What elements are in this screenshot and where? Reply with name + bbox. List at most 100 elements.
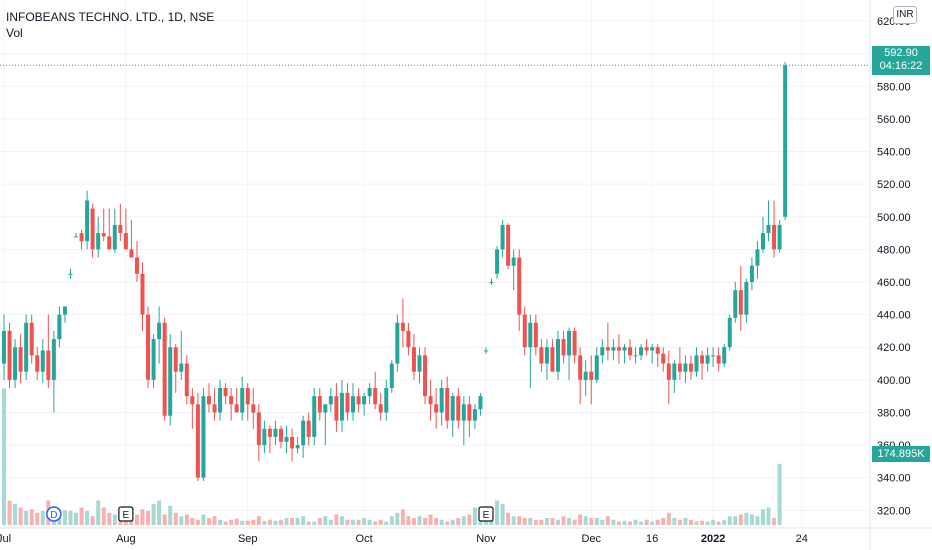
volume-indicator-label[interactable]: Vol (6, 26, 23, 40)
volume-bar (506, 512, 511, 525)
candle (96, 216, 101, 258)
candle-body (661, 353, 666, 364)
candle (146, 306, 151, 389)
candle (384, 379, 389, 421)
candle-body (727, 317, 732, 348)
volume-bar (583, 516, 588, 525)
volume-bar (40, 511, 45, 525)
time-tick-label: Aug (116, 533, 136, 545)
candle (439, 379, 444, 426)
candle (644, 339, 649, 356)
candle (428, 379, 433, 421)
volume-bar (212, 516, 217, 525)
candle (378, 392, 383, 421)
time-axis[interactable]: Jul Aug Sep Oct Nov Dec 16 2022 24 (0, 533, 808, 545)
volume-bar (229, 519, 234, 525)
volume-bar (400, 509, 405, 525)
candle-body (295, 445, 300, 449)
candle-body (367, 388, 372, 397)
candle (694, 347, 699, 377)
last-price-value: 592.90 (884, 47, 918, 59)
volume-bar (511, 516, 516, 525)
candle-body (2, 330, 6, 364)
candle-body (423, 355, 428, 397)
candle (85, 190, 90, 250)
candle (666, 350, 671, 405)
candle-body (694, 355, 699, 372)
candle-body (434, 404, 439, 413)
volume-bar (434, 518, 439, 525)
dividend-circle (46, 506, 62, 522)
candle-body (616, 347, 621, 351)
volume-bar (96, 500, 101, 525)
candle-body (572, 330, 577, 356)
candle-body (223, 388, 228, 397)
candle (683, 355, 688, 384)
volume-bar (522, 518, 527, 525)
candle (240, 376, 245, 421)
candle (517, 249, 522, 331)
candle (711, 347, 716, 367)
price-tick-label: 520.00 (877, 179, 911, 191)
candle-body (683, 363, 688, 372)
candle-body (600, 347, 605, 356)
candle (173, 343, 178, 393)
price-tick-label: 400.00 (877, 375, 911, 387)
candle (550, 339, 555, 372)
candle (356, 388, 361, 413)
currency-badge[interactable]: INR (893, 6, 917, 24)
candle-body (428, 396, 433, 405)
candle-body (206, 396, 211, 405)
candle (157, 306, 162, 364)
candle (539, 339, 544, 372)
earnings-marker[interactable]: E (118, 506, 134, 522)
volume-bar (79, 507, 84, 525)
earnings-marker[interactable]: E (478, 506, 494, 522)
candle (351, 383, 356, 421)
candle-body (362, 396, 367, 405)
candle-body (705, 355, 710, 364)
candle-body (389, 363, 394, 389)
candle (733, 281, 738, 323)
volume-bar (339, 516, 344, 525)
candle-body (7, 330, 12, 380)
candle-body (273, 428, 278, 437)
candle (317, 388, 322, 421)
dividend-marker[interactable]: D (46, 506, 62, 522)
candle-body (179, 363, 184, 372)
volume-bar (146, 511, 151, 525)
volume-bar (467, 514, 472, 525)
candle (46, 314, 51, 389)
candle (57, 306, 62, 348)
candle-body (267, 428, 272, 437)
volume-bar (301, 516, 306, 525)
time-tick-label: Nov (476, 533, 496, 545)
candle-body (173, 347, 178, 372)
volume-bar (544, 518, 549, 525)
candle (218, 379, 223, 421)
candle (744, 278, 749, 323)
candle-body (68, 273, 73, 275)
candle (722, 343, 727, 367)
volume-bar (356, 519, 361, 525)
volume-bar (362, 518, 367, 525)
candle-body (57, 314, 62, 340)
volume-bar (406, 516, 411, 525)
volume-bar (528, 518, 533, 525)
candle (223, 383, 228, 405)
volume-bar (700, 520, 705, 525)
candle-body (633, 355, 638, 357)
volume-bar (173, 512, 178, 525)
candle-body (74, 236, 79, 238)
volume-bar (428, 514, 433, 525)
candle-body (556, 339, 560, 372)
candle (700, 350, 705, 380)
price-axis[interactable]: 320.00340.00360.00380.00400.00420.00440.… (877, 16, 911, 517)
candle (184, 355, 189, 405)
symbol-title[interactable]: INFOBEANS TECHNO. LTD., 1D, NSE (6, 10, 215, 24)
candle-body (517, 257, 522, 315)
volume-bar (733, 516, 738, 525)
